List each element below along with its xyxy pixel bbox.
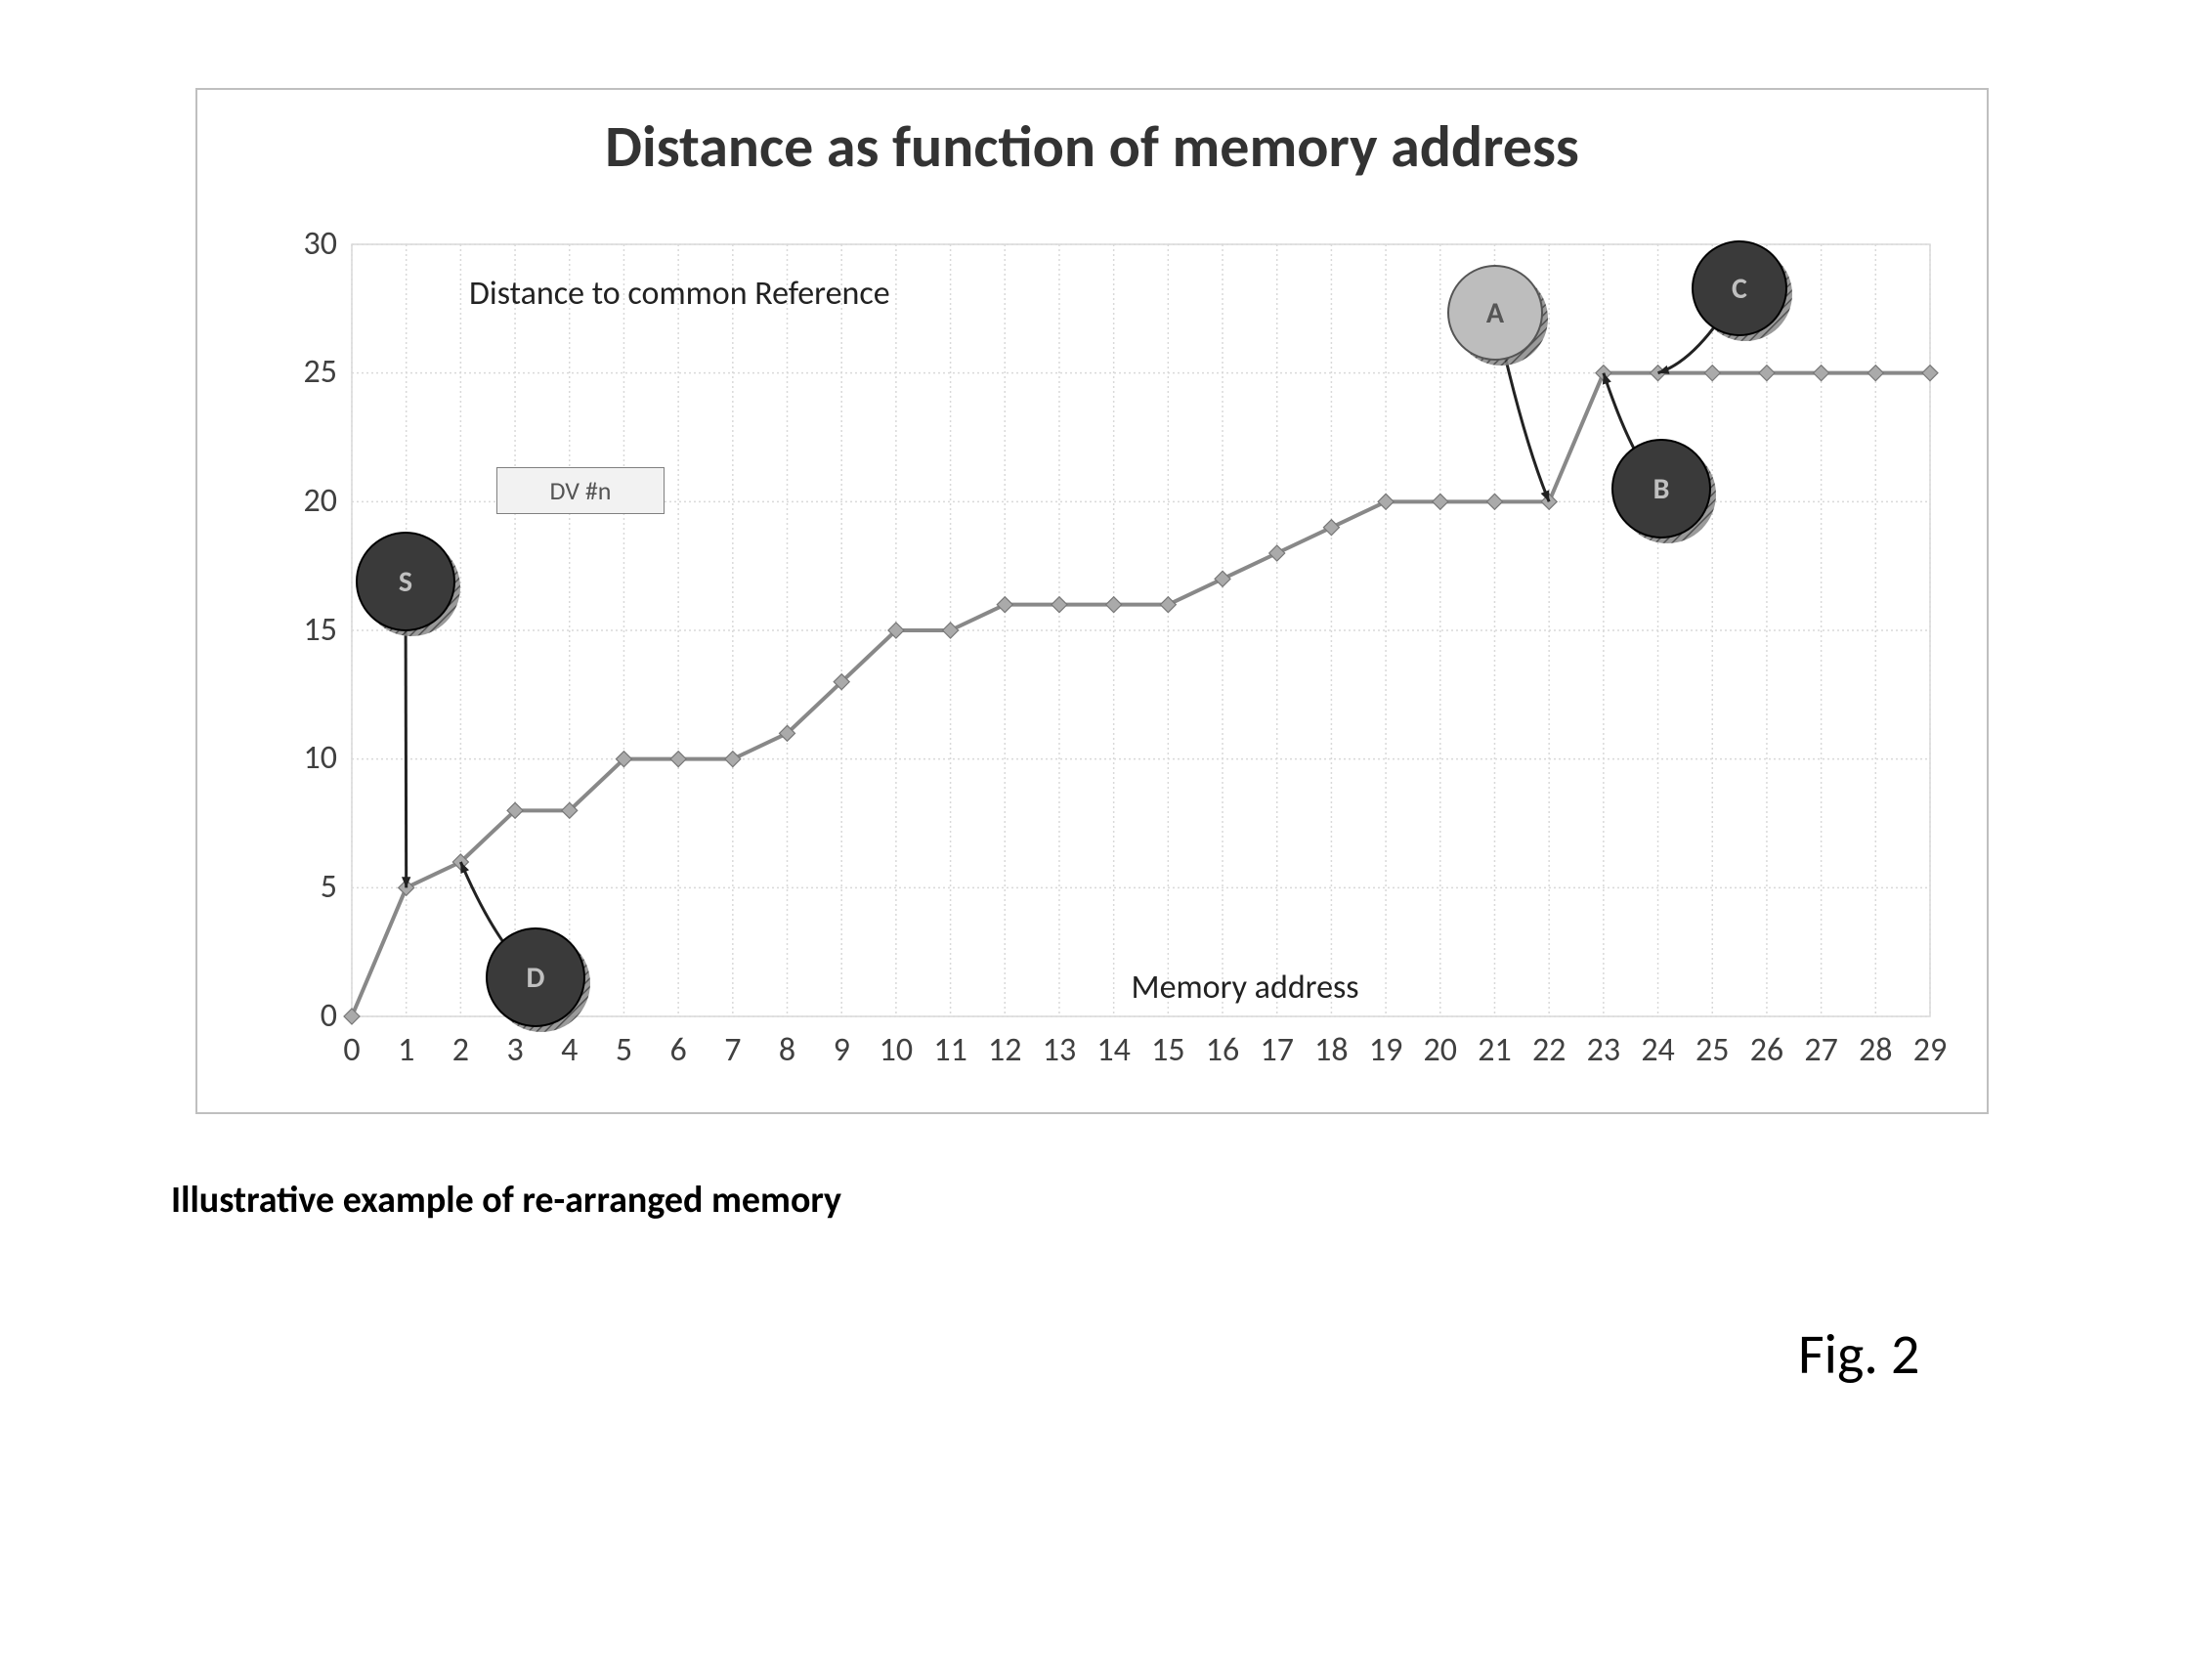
x-axis-label: Memory address xyxy=(1132,968,1359,1008)
x-tick-label: 22 xyxy=(1524,1030,1573,1070)
x-tick-label: 24 xyxy=(1634,1030,1683,1070)
x-tick-label: 8 xyxy=(763,1030,812,1070)
x-tick-label: 26 xyxy=(1742,1030,1791,1070)
x-tick-label: 29 xyxy=(1906,1030,1954,1070)
x-tick-label: 12 xyxy=(980,1030,1029,1070)
svg-text:C: C xyxy=(1732,271,1747,307)
svg-text:B: B xyxy=(1653,471,1670,507)
x-tick-label: 21 xyxy=(1470,1030,1519,1070)
x-tick-label: 17 xyxy=(1253,1030,1302,1070)
x-tick-label: 19 xyxy=(1361,1030,1410,1070)
x-tick-label: 3 xyxy=(491,1030,539,1070)
x-tick-label: 7 xyxy=(708,1030,757,1070)
x-tick-label: 10 xyxy=(872,1030,921,1070)
x-tick-label: 23 xyxy=(1579,1030,1628,1070)
figure-caption: Illustrative example of re-arranged memo… xyxy=(171,1178,841,1223)
y-tick-label: 25 xyxy=(283,352,337,392)
x-tick-label: 20 xyxy=(1416,1030,1465,1070)
x-tick-label: 5 xyxy=(599,1030,648,1070)
page: Distance as function of memory address S… xyxy=(0,0,2189,1680)
y-tick-label: 30 xyxy=(283,224,337,264)
x-tick-label: 9 xyxy=(817,1030,866,1070)
svg-text:D: D xyxy=(527,960,545,996)
x-tick-label: 6 xyxy=(654,1030,703,1070)
x-tick-label: 1 xyxy=(382,1030,431,1070)
y-tick-label: 10 xyxy=(283,738,337,778)
chart-subtitle: Distance to common Reference xyxy=(469,274,890,314)
y-tick-label: 20 xyxy=(283,481,337,521)
x-tick-label: 4 xyxy=(545,1030,594,1070)
svg-text:A: A xyxy=(1486,295,1505,331)
x-tick-label: 14 xyxy=(1090,1030,1138,1070)
x-tick-label: 13 xyxy=(1035,1030,1084,1070)
x-tick-label: 2 xyxy=(436,1030,485,1070)
x-tick-label: 28 xyxy=(1851,1030,1900,1070)
x-tick-label: 16 xyxy=(1198,1030,1247,1070)
legend-box: DV #n xyxy=(496,467,665,514)
x-tick-label: 27 xyxy=(1797,1030,1846,1070)
svg-text:S: S xyxy=(399,564,412,600)
figure-label: Fig. 2 xyxy=(1798,1319,1919,1389)
y-tick-label: 5 xyxy=(283,867,337,907)
y-tick-label: 15 xyxy=(283,610,337,650)
x-tick-label: 15 xyxy=(1143,1030,1192,1070)
x-tick-label: 0 xyxy=(327,1030,376,1070)
x-tick-label: 25 xyxy=(1688,1030,1737,1070)
x-tick-label: 18 xyxy=(1307,1030,1355,1070)
x-tick-label: 11 xyxy=(926,1030,975,1070)
